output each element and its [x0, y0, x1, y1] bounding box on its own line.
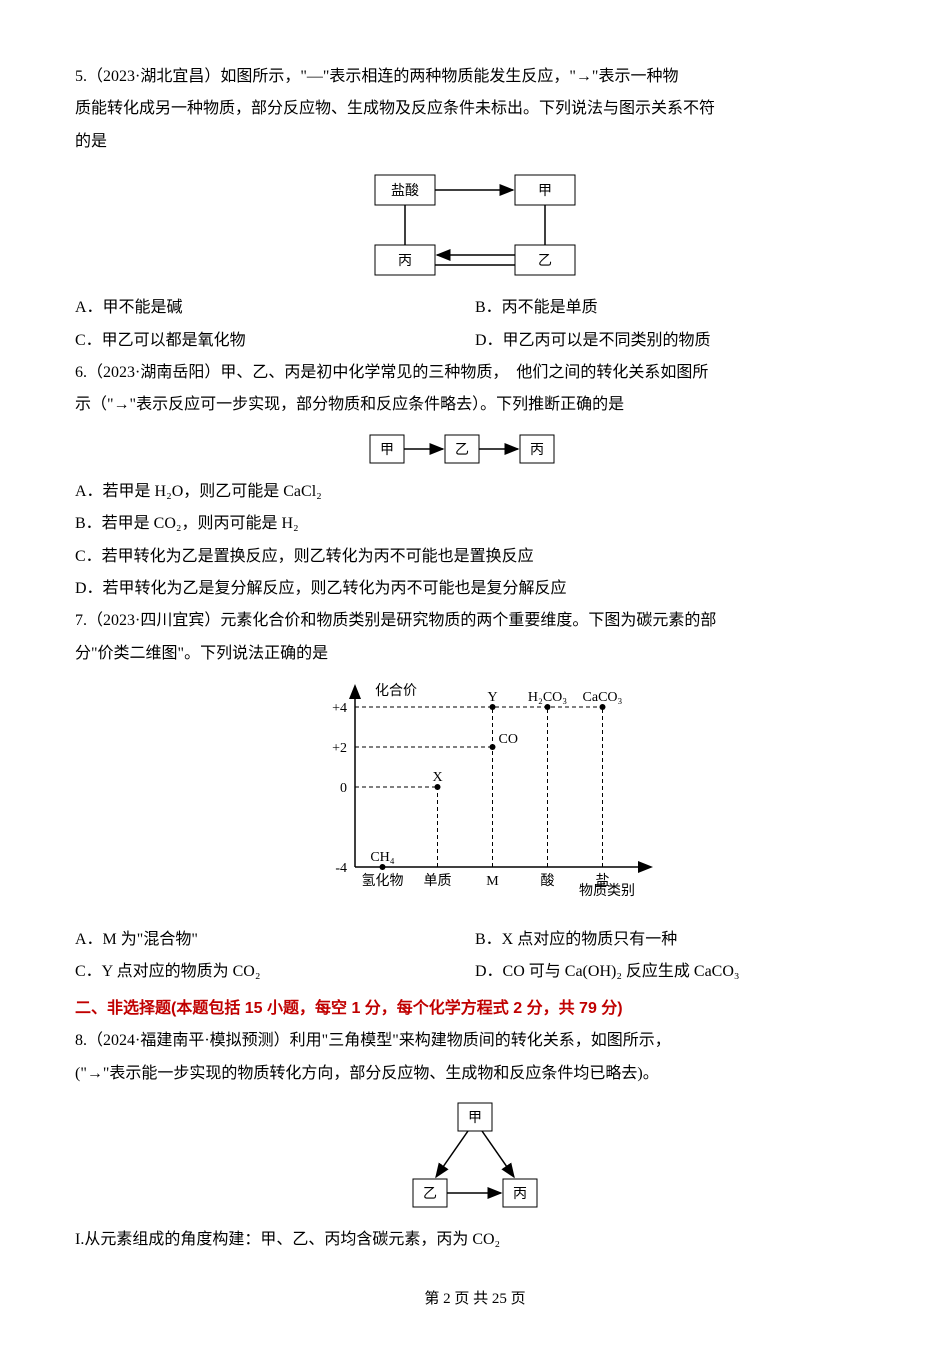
svg-text:丙: 丙 [530, 443, 544, 458]
svg-text:0: 0 [340, 781, 347, 796]
svg-text:酸: 酸 [541, 873, 555, 889]
svg-text:甲: 甲 [468, 1111, 482, 1126]
svg-text:CaCO₃: CaCO₃ [583, 690, 623, 705]
q8-stem-line2: ("→"表示能一步实现的物质转化方向，部分反应物、生成物和反应条件均已略去)。 [75, 1059, 875, 1089]
svg-text:+4: +4 [332, 701, 347, 716]
page-footer: 第 2 页 共 25 页 [75, 1285, 875, 1314]
q5-stem-line2: 质能转化成另一种物质，部分反应物、生成物及反应条件未标出。下列说法与图示关系不符 [75, 94, 875, 124]
svg-text:盐酸: 盐酸 [391, 183, 419, 199]
svg-text:乙: 乙 [455, 442, 469, 458]
q7-stem-line2: 分"价类二维图"。下列说法正确的是 [75, 639, 875, 669]
q6-option-a: A．若甲是 H₂O，则乙可能是 CaCl₂ [75, 477, 875, 507]
q5-option-a: A．甲不能是碱 [75, 293, 475, 323]
svg-text:盐: 盐 [596, 873, 610, 889]
svg-text:-4: -4 [335, 861, 347, 876]
q6-stem-line2: 示（"→"表示反应可一步实现，部分物质和反应条件略去）。下列推断正确的是 [75, 390, 875, 420]
q5-stem-line1: 5.（2023·湖北宜昌）如图所示，"—"表示相连的两种物质能发生反应，"→"表… [75, 62, 875, 92]
q5-option-b: B．丙不能是单质 [475, 293, 875, 323]
q7-stem-line1: 7.（2023·四川宜宾）元素化合价和物质类别是研究物质的两个重要维度。下图为碳… [75, 606, 875, 636]
svg-text:X: X [432, 770, 442, 785]
q6-option-d: D．若甲转化为乙是复分解反应，则乙转化为丙不可能也是复分解反应 [75, 574, 875, 604]
q7-option-b: B．X 点对应的物质只有一种 [475, 925, 875, 955]
q8-diagram: 甲 乙 丙 [75, 1097, 875, 1217]
svg-text:CO: CO [499, 732, 518, 747]
svg-text:甲: 甲 [538, 184, 552, 199]
svg-text:氢化物: 氢化物 [362, 873, 404, 889]
section2-header: 二、非选择题(本题包括 15 小题，每空 1 分，每个化学方程式 2 分，共 7… [75, 994, 875, 1024]
q7-chart: 化合价物质类别-40+2+4氢化物单质M酸盐CH₄XCOYH₂CO₃CaCO₃ [75, 677, 875, 917]
q7-option-a: A．M 为"混合物" [75, 925, 475, 955]
q6-option-c: C．若甲转化为乙是置换反应，则乙转化为丙不可能也是置换反应 [75, 542, 875, 572]
svg-text:乙: 乙 [538, 253, 552, 269]
q8-stem-line1: 8.（2024·福建南平·模拟预测）利用"三角模型"来构建物质间的转化关系，如图… [75, 1026, 875, 1056]
svg-text:单质: 单质 [424, 873, 452, 889]
q5-option-d: D．甲乙丙可以是不同类别的物质 [475, 326, 875, 356]
svg-text:丙: 丙 [398, 254, 412, 269]
svg-text:乙: 乙 [423, 1186, 437, 1202]
q6-diagram: 甲 乙 丙 [75, 429, 875, 469]
svg-text:Y: Y [487, 690, 497, 705]
q5-diagram: 盐酸 甲 丙 乙 [75, 165, 875, 285]
q7-option-d: D．CO 可与 Ca(OH)₂ 反应生成 CaCO₃ [475, 957, 875, 987]
svg-text:甲: 甲 [380, 443, 394, 458]
svg-text:丙: 丙 [513, 1187, 527, 1202]
svg-text:M: M [486, 874, 499, 889]
svg-text:+2: +2 [332, 741, 347, 756]
q6-stem-line1: 6.（2023·湖南岳阳）甲、乙、丙是初中化学常见的三种物质， 他们之间的转化关… [75, 358, 875, 388]
svg-text:化合价: 化合价 [375, 683, 417, 699]
svg-text:CH₄: CH₄ [370, 850, 394, 865]
q8-line-i: I.从元素组成的角度构建：甲、乙、丙均含碳元素，丙为 CO₂ [75, 1225, 875, 1255]
q5-option-c: C．甲乙可以都是氧化物 [75, 326, 475, 356]
svg-text:H₂CO₃: H₂CO₃ [528, 690, 567, 705]
q7-option-c: C．Y 点对应的物质为 CO₂ [75, 957, 475, 987]
q5-stem-line3: 的是 [75, 127, 875, 157]
q6-option-b: B．若甲是 CO₂，则丙可能是 H₂ [75, 509, 875, 539]
